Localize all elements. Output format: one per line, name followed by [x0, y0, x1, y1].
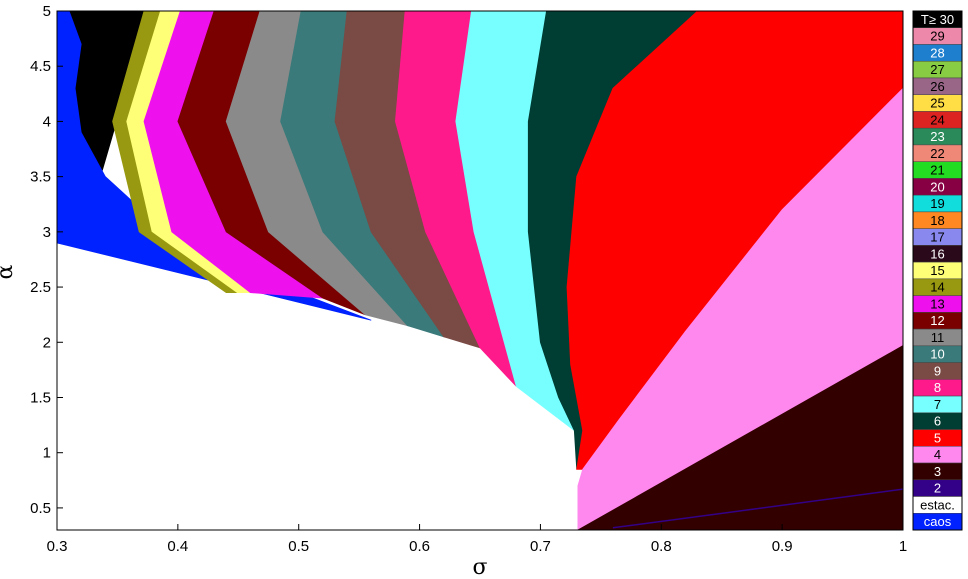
x-tick-label: 0.6	[409, 538, 430, 555]
legend-label: 14	[930, 280, 944, 295]
y-axis-label: α	[0, 264, 18, 279]
legend-label: T≥ 30	[921, 12, 954, 27]
period-regions	[56, 10, 904, 531]
legend-label: 24	[930, 112, 944, 127]
y-tick-label: 0.5	[30, 500, 51, 517]
legend-label: 7	[934, 397, 941, 412]
legend-label: 8	[934, 380, 941, 395]
period-lines	[612, 488, 904, 529]
y-tick-label: 3	[43, 224, 51, 241]
legend-frame	[912, 10, 963, 531]
legend-label: 11	[931, 330, 945, 345]
legend-label: 28	[930, 45, 944, 60]
legend-label: 16	[930, 246, 944, 261]
x-tick-label: 1	[899, 538, 907, 555]
plot-frame	[56, 10, 904, 531]
legend-label: 9	[934, 363, 941, 378]
x-tick-label: 0.4	[167, 538, 188, 555]
legend-label: 17	[930, 230, 944, 245]
legend-label: 21	[930, 163, 944, 178]
x-tick-label: 0.8	[651, 538, 672, 555]
legend-label: 23	[930, 129, 944, 144]
x-axis-label: σ	[472, 555, 487, 579]
legend-label: 13	[930, 296, 944, 311]
y-tick-label: 1	[43, 445, 51, 462]
line-1	[612, 488, 904, 529]
legend-label: 10	[930, 347, 944, 362]
legend-label: caos	[924, 514, 952, 529]
legend-label: 5	[934, 430, 941, 445]
y-tick-label: 2.5	[30, 279, 51, 296]
legend-label: 3	[934, 464, 941, 479]
legend-label: estac.	[920, 497, 955, 512]
x-tick-label: 0.9	[772, 538, 793, 555]
legend-label: 6	[934, 414, 941, 429]
y-tick-label: 4	[43, 113, 51, 130]
legend-label: 4	[934, 447, 941, 462]
legend-label: 12	[930, 313, 944, 328]
region-2	[56, 10, 372, 321]
legend-label: 26	[930, 79, 944, 94]
legend-label: 27	[930, 62, 944, 77]
legend-label: 19	[930, 196, 944, 211]
legend-label: 22	[930, 146, 944, 161]
legend-label: 15	[930, 263, 944, 278]
y-tick-label: 4.5	[30, 58, 51, 75]
legend-label: 25	[930, 96, 944, 111]
y-tick-label: 2	[43, 334, 51, 351]
legend-label: 29	[930, 29, 944, 44]
x-axis-ticks: 0.3 0.4 0.5 0.6 0.7 0.8 0.9 1	[47, 524, 907, 555]
legend-label: 20	[930, 179, 944, 194]
y-tick-label: 5	[43, 3, 51, 20]
x-tick-label: 0.7	[530, 538, 551, 555]
y-tick-label: 1.5	[30, 389, 51, 406]
y-tick-label: 3.5	[30, 169, 51, 186]
region-4	[112, 10, 238, 294]
legend-label: 2	[934, 481, 941, 496]
legend-label: 18	[930, 213, 944, 228]
legend: T≥ 3029282726252423222120191817161514131…	[912, 10, 963, 531]
x-tick-label: 0.3	[47, 538, 68, 555]
x-tick-label: 0.5	[288, 538, 309, 555]
y-axis-ticks: 0.5 1 1.5 2 2.5 3 3.5 4 4.5 5	[30, 3, 63, 517]
